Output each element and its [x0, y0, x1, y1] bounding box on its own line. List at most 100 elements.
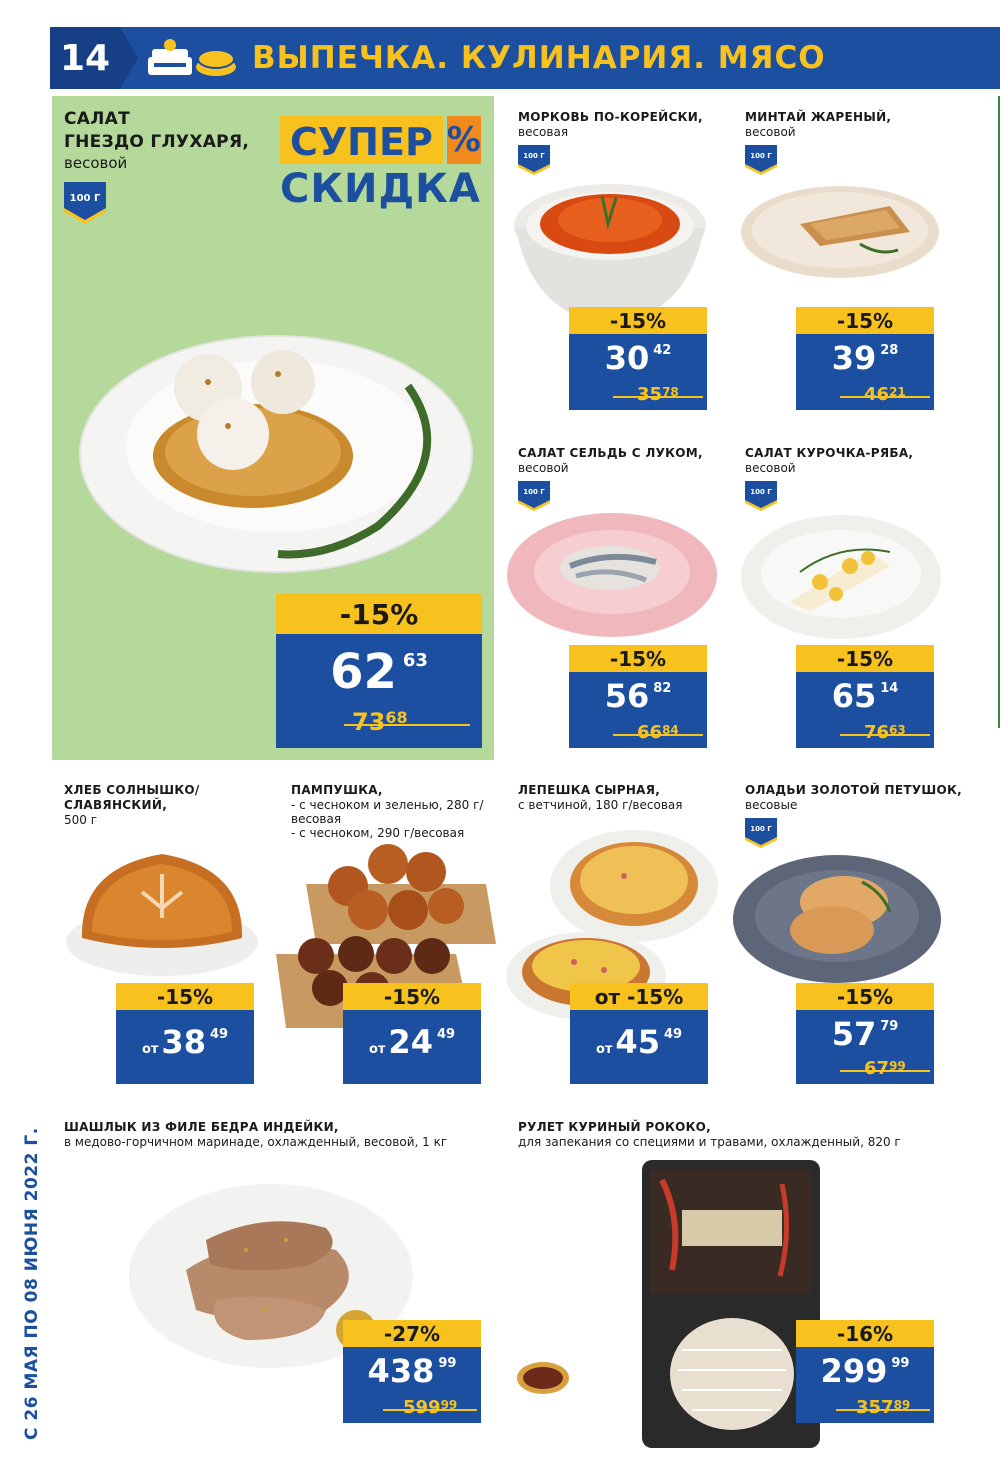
old-price: 7368: [352, 708, 408, 736]
strike-line: [840, 1070, 930, 1072]
old-price: 6684: [637, 724, 679, 742]
product-title: ПАМПУШКА,: [291, 783, 383, 797]
discount-label: -15%: [796, 645, 934, 672]
product-subtitle: 500 г: [64, 813, 98, 827]
product-price-tag: -15% 56 82 6684: [569, 645, 707, 748]
price-main: 24: [388, 1023, 433, 1061]
old-price-main: 73: [352, 708, 386, 736]
featured-title-line1: САЛАТ: [64, 109, 131, 129]
promo-word-super: СУПЕР: [280, 116, 443, 164]
discount-label: -15%: [116, 983, 254, 1010]
discount-label: -15%: [276, 594, 482, 634]
weight-badge: 100 Г: [745, 145, 777, 175]
badge-label: 100 Г: [750, 152, 772, 160]
strike-line: [613, 734, 703, 736]
price-main: 62: [330, 644, 397, 700]
fried-pollock-image: [740, 184, 940, 280]
product-title: ОЛАДЬИ ЗОЛОТОЙ ПЕТУШОК,: [745, 783, 962, 797]
price-cents: 14: [880, 681, 899, 696]
old-price-main: 357: [856, 1397, 894, 1418]
old-price: 59999: [403, 1399, 457, 1417]
featured-title-line2: ГНЕЗДО ГЛУХАРЯ,: [64, 132, 250, 152]
strike-line: [613, 396, 703, 398]
product-subtitle-3: - с чесноком, 290 г/весовая: [291, 826, 465, 840]
discount-label: -15%: [796, 983, 934, 1010]
product-price-tag: от -15% от45 49: [570, 983, 708, 1084]
promo-dates: С 26 МАЯ ПО 08 ИЮНЯ 2022 Г.: [22, 1127, 42, 1440]
featured-title: САЛАТ ГНЕЗДО ГЛУХАРЯ,: [64, 108, 249, 154]
old-price-cents: 21: [889, 385, 906, 399]
weight-badge: 100 Г: [745, 481, 777, 511]
salad-nest-image: [78, 326, 474, 576]
badge-label: 100 Г: [70, 193, 101, 204]
discount-label: -15%: [796, 307, 934, 334]
product-title: МОРКОВЬ ПО-КОРЕЙСКИ,: [518, 110, 703, 124]
product-price-tag: -15% 39 28 4621: [796, 307, 934, 410]
featured-subtitle: весовой: [64, 154, 128, 172]
discount-label: -15%: [569, 307, 707, 334]
product-title: САЛАТ КУРОЧКА-РЯБА,: [745, 446, 914, 460]
discount-label: -27%: [343, 1320, 481, 1347]
product-title: ЛЕПЕШКА СЫРНАЯ,: [518, 783, 661, 797]
price-cents: 63: [402, 650, 428, 671]
product-price-tag: -15% 65 14 7663: [796, 645, 934, 748]
price-main: 30: [604, 339, 650, 377]
product-price-tag: -15% от38 49: [116, 983, 254, 1084]
margin-line: [998, 96, 1000, 728]
price-cents: 49: [209, 1027, 229, 1042]
price-cents: 79: [880, 1019, 899, 1034]
old-price-main: 67: [864, 1058, 890, 1079]
price-main: 438: [367, 1352, 435, 1390]
bakery-icon: [146, 37, 238, 79]
discount-label: -15%: [569, 645, 707, 672]
strike-line: [344, 724, 470, 726]
page-number: 14: [50, 27, 120, 89]
product-price-tag: -27% 438 99 59999: [343, 1320, 481, 1423]
old-price-cents: 89: [893, 1398, 911, 1412]
product-price-tag: -15% 30 42 3578: [569, 307, 707, 410]
page-header: 14 ВЫПЕЧКА. КУЛИНАРИЯ. МЯСО: [50, 27, 1000, 89]
old-price-cents: 99: [889, 1059, 906, 1073]
price-main: 38: [161, 1023, 206, 1061]
product-subtitle: весовая: [518, 125, 569, 139]
product-title-line2: СЛАВЯНСКИЙ,: [64, 798, 168, 812]
price-cents: 28: [880, 343, 899, 358]
weight-badge: 100 Г: [745, 818, 777, 848]
old-price-cents: 99: [440, 1398, 458, 1412]
old-price: 7663: [864, 724, 906, 742]
fritters-image: [732, 852, 942, 986]
old-price-main: 46: [864, 384, 890, 405]
header-chevron: [120, 27, 138, 89]
strike-line: [840, 396, 930, 398]
price-main: 39: [831, 339, 877, 377]
promo-word-discount: СКИДКА: [280, 166, 481, 212]
product-subtitle: с ветчиной, 180 г/весовая: [518, 798, 683, 812]
product-title-line1: ХЛЕБ СОЛНЫШКО/: [64, 783, 200, 797]
old-price: 6799: [864, 1060, 906, 1078]
badge-label: 100 Г: [523, 488, 545, 496]
chicken-roll-package-image: [642, 1160, 820, 1448]
promo-percent-icon: %: [446, 116, 481, 164]
price-cents: 49: [436, 1027, 456, 1042]
weight-badge: 100 Г: [518, 145, 550, 175]
bread-image: [62, 848, 262, 978]
featured-price-tag: -15% 62 63 7368: [276, 594, 482, 748]
chicken-salad-image: [740, 512, 942, 642]
product-title: ХЛЕБ СОЛНЫШКО/ СЛАВЯНСКИЙ,: [64, 783, 200, 813]
price-cents: 82: [653, 681, 672, 696]
featured-product: САЛАТ ГНЕЗДО ГЛУХАРЯ, весовой 100 Г СУПЕ…: [52, 96, 494, 760]
old-price-main: 66: [637, 722, 663, 743]
price-cents: 99: [438, 1356, 457, 1371]
discount-label: от -15%: [570, 983, 708, 1010]
strike-line: [383, 1409, 477, 1411]
badge-label: 100 Г: [750, 488, 772, 496]
product-subtitle-1: - с чесноком и зеленью, 280 г/: [291, 798, 484, 812]
product-subtitle: весовой: [745, 461, 796, 475]
old-price-cents: 84: [662, 723, 679, 737]
price-main: 57: [831, 1015, 877, 1053]
price-main: 56: [604, 677, 650, 715]
rokoko-logo: [516, 1360, 570, 1396]
price-from: от: [368, 1042, 386, 1057]
page-title: ВЫПЕЧКА. КУЛИНАРИЯ. МЯСО: [252, 40, 826, 76]
price-from: от: [595, 1042, 613, 1057]
